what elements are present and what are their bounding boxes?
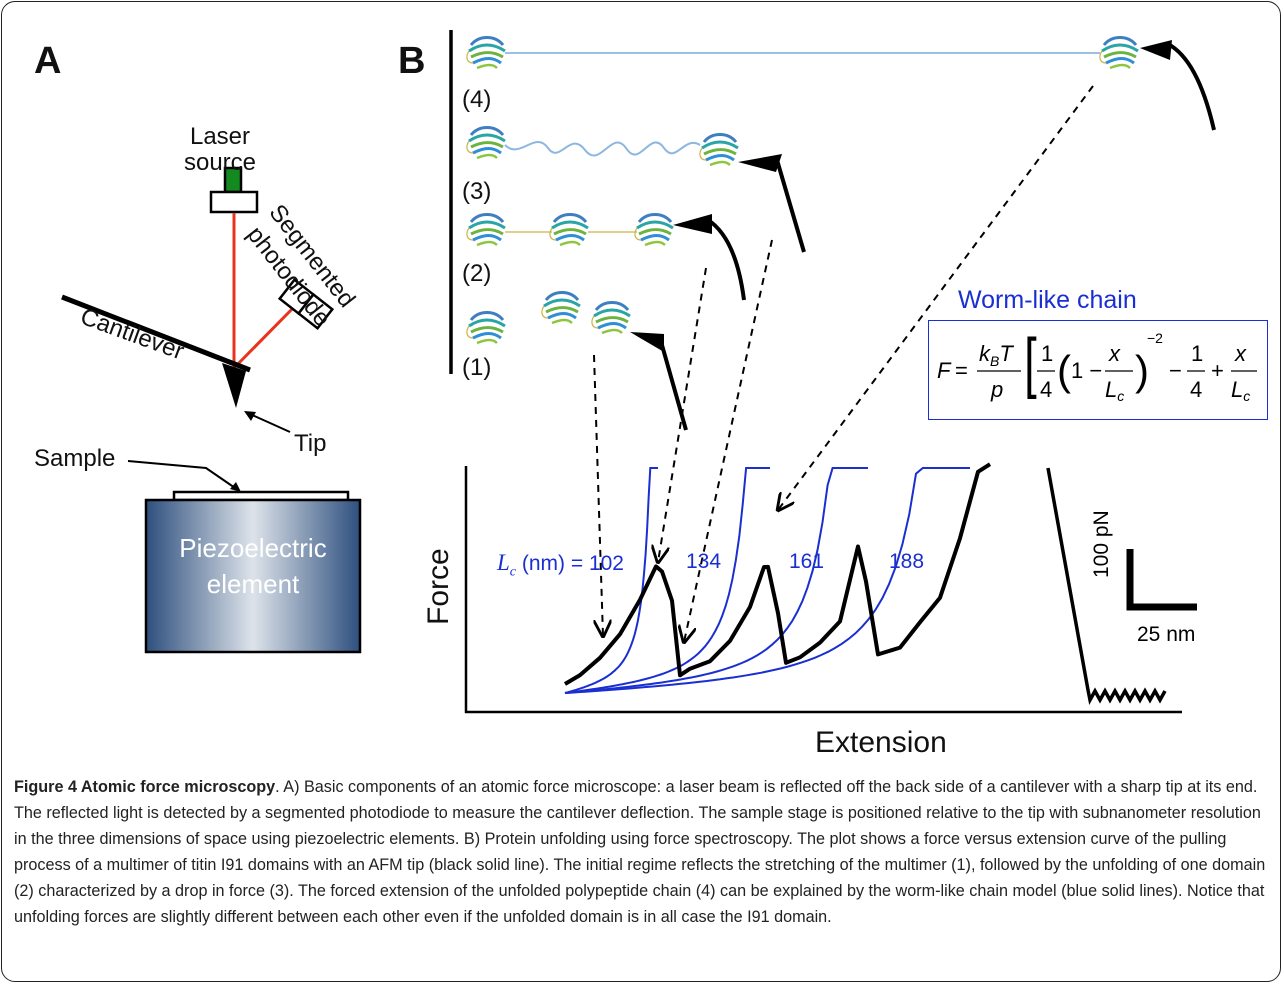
svg-text:1: 1 [1191, 341, 1203, 366]
photodiode-icon [277, 278, 335, 330]
svg-text:=: = [955, 358, 968, 383]
tip-pointer [249, 413, 291, 433]
protein-domain-icon [540, 291, 582, 325]
sample-label: Sample [34, 445, 116, 472]
y-axis-title: Force [422, 548, 455, 625]
cantilever-tip-icon [738, 154, 782, 172]
protein-domain-icon [548, 213, 590, 247]
scale-bar [1126, 549, 1197, 611]
svg-text:x: x [1108, 341, 1121, 366]
unfolding-schematic [449, 30, 1216, 714]
cantilever-2 [706, 218, 746, 301]
wlc-fit-curves [564, 467, 970, 694]
state-label-1: (1) [462, 354, 492, 381]
svg-text:1: 1 [1041, 341, 1053, 366]
wlc-formula-box: F = kBT p [ 1 4 ( 1 − x Lc ) −2 − 1 4 + … [928, 320, 1268, 420]
svg-text:kBT: kBT [979, 341, 1014, 369]
wlc-curve [564, 467, 658, 694]
cantilever-beam [61, 294, 251, 373]
force-trace-line [563, 462, 992, 686]
protein-domain-icon [465, 126, 507, 160]
scale-force-label: 100 pN [1090, 510, 1113, 578]
state-label-3: (3) [462, 178, 492, 205]
afm-schematic [61, 166, 362, 654]
tip-label: Tip [294, 430, 327, 457]
arrow-state-3 [684, 239, 773, 642]
force-extension-trace [563, 462, 1167, 706]
wlc-curve [564, 467, 970, 694]
cantilever-3 [775, 159, 806, 253]
arrow-state-2 [658, 267, 707, 562]
cantilever-tip-icon [673, 214, 712, 234]
protein-domain-icon [698, 133, 740, 167]
svg-text:+: + [1211, 358, 1224, 383]
scale-ext-label: 25 nm [1137, 623, 1196, 646]
x-axis-title: Extension [815, 726, 947, 759]
caption-text: . A) Basic components of an atomic force… [14, 778, 1266, 926]
sample-pointer [127, 460, 239, 491]
svg-text:p: p [990, 377, 1003, 402]
svg-text:x: x [1234, 341, 1247, 366]
svg-text:4: 4 [1190, 377, 1202, 402]
protein-domain-icon [1098, 36, 1140, 70]
cantilever-4 [1166, 42, 1216, 131]
svg-text:(: ( [1057, 347, 1071, 394]
svg-text:Lc: Lc [1105, 377, 1124, 404]
protein-domain-icon [633, 213, 675, 247]
panel-b-letter: B [398, 40, 426, 82]
lc-value-134: 134 [686, 550, 722, 573]
unfolded-chain-3 [504, 141, 701, 157]
svg-text:−: − [1169, 358, 1182, 383]
svg-text:): ) [1135, 347, 1149, 394]
lc-label: Lc (nm) = 102 [497, 550, 624, 580]
wlc-title: Worm-like chain [958, 286, 1137, 314]
figure-caption: Figure 4 Atomic force microscopy. A) Bas… [14, 774, 1266, 930]
lc-value-161: 161 [789, 550, 825, 573]
lc-value-188: 188 [889, 550, 925, 573]
arrow-state-4 [778, 85, 1094, 510]
cantilever-tip-icon [222, 363, 246, 408]
protein-domain-icon [590, 301, 632, 335]
cantilever-tip-icon [1140, 40, 1172, 60]
laser-source-icon [209, 166, 259, 214]
protein-domain-icon [465, 213, 507, 247]
state-label-4: (4) [462, 86, 492, 113]
cantilever-tip-icon [630, 332, 664, 352]
svg-text:[: [ [1024, 325, 1037, 400]
retraction-trace-line [1046, 467, 1167, 706]
state-label-2: (2) [462, 260, 492, 287]
piezoelectric-element [144, 498, 362, 654]
arrow-state-1 [593, 354, 603, 636]
cantilever-1 [658, 337, 688, 431]
svg-text:1 −: 1 − [1071, 358, 1102, 383]
wlc-formula: F = kBT p [ 1 4 ( 1 − x Lc ) −2 − 1 4 + … [937, 325, 1257, 404]
protein-domain-icon [465, 311, 507, 345]
svg-text:4: 4 [1040, 377, 1052, 402]
piezo-label: Piezoelectric element [179, 533, 327, 599]
svg-text:F: F [937, 358, 952, 383]
laser-source-label: Laser source [183, 123, 257, 176]
caption-title: Figure 4 Atomic force microscopy [14, 778, 276, 796]
panel-a-letter: A [34, 40, 62, 82]
protein-domain-icon [465, 36, 507, 70]
laser-beam-reflected [232, 303, 298, 370]
svg-text:Lc: Lc [1231, 377, 1250, 404]
svg-text:−2: −2 [1147, 330, 1163, 346]
wlc-curve [564, 467, 868, 694]
wlc-curve [564, 467, 770, 694]
